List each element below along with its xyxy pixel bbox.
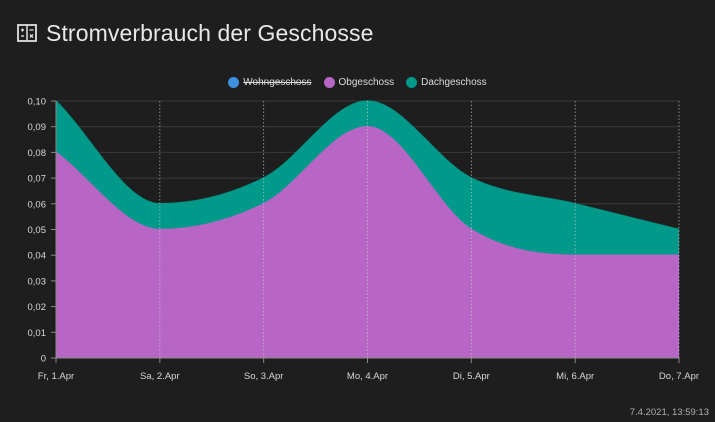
legend-label: Dachgeschoss — [421, 77, 487, 88]
legend-dot-wohngeschoss — [228, 77, 240, 88]
y-tick-label: 0,10 — [28, 97, 47, 108]
y-tick-label: 0,06 — [28, 199, 47, 210]
chart-header: Stromverbrauch der Geschosse — [16, 18, 374, 48]
x-tick-label: Sa, 2.Apr — [140, 371, 180, 382]
legend-dot-dachgeschoss — [406, 77, 418, 88]
legend-item-obgeschoss[interactable]: Obgeschoss — [323, 77, 395, 88]
y-tick-label: 0,03 — [28, 276, 47, 287]
x-tick-label: Mi, 6.Apr — [556, 371, 594, 382]
y-tick-label: 0,07 — [28, 174, 47, 185]
y-tick-label: 0,08 — [28, 148, 47, 159]
y-tick-label: 0,04 — [28, 251, 47, 262]
legend-item-wohngeschoss[interactable]: Wohngeschoss — [228, 77, 312, 88]
legend-item-dachgeschoss[interactable]: Dachgeschoss — [406, 77, 487, 88]
y-tick-label: 0 — [41, 354, 46, 365]
y-tick-label: 0,09 — [28, 122, 47, 133]
y-tick-label: 0,02 — [28, 302, 47, 313]
sum-icon — [17, 24, 37, 42]
legend-label: Wohngeschoss — [243, 77, 312, 88]
x-tick-label: Di, 5.Apr — [453, 371, 490, 382]
last-updated-timestamp: 7.4.2021, 13:59:13 — [629, 407, 709, 418]
y-tick-label: 0,05 — [28, 225, 47, 236]
chart-legend: Wohngeschoss Obgeschoss Dachgeschoss — [0, 77, 715, 88]
x-tick-label: Do, 7.Apr — [659, 371, 699, 382]
page-title: Stromverbrauch der Geschosse — [46, 19, 374, 46]
y-tick-label: 0,01 — [28, 328, 47, 339]
x-tick-label: Fr, 1.Apr — [38, 371, 74, 382]
x-tick-label: So, 3.Apr — [244, 371, 284, 382]
x-tick-label: Mo, 4.Apr — [347, 371, 388, 382]
legend-dot-obgeschoss — [323, 77, 335, 88]
legend-label: Obgeschoss — [338, 77, 395, 88]
